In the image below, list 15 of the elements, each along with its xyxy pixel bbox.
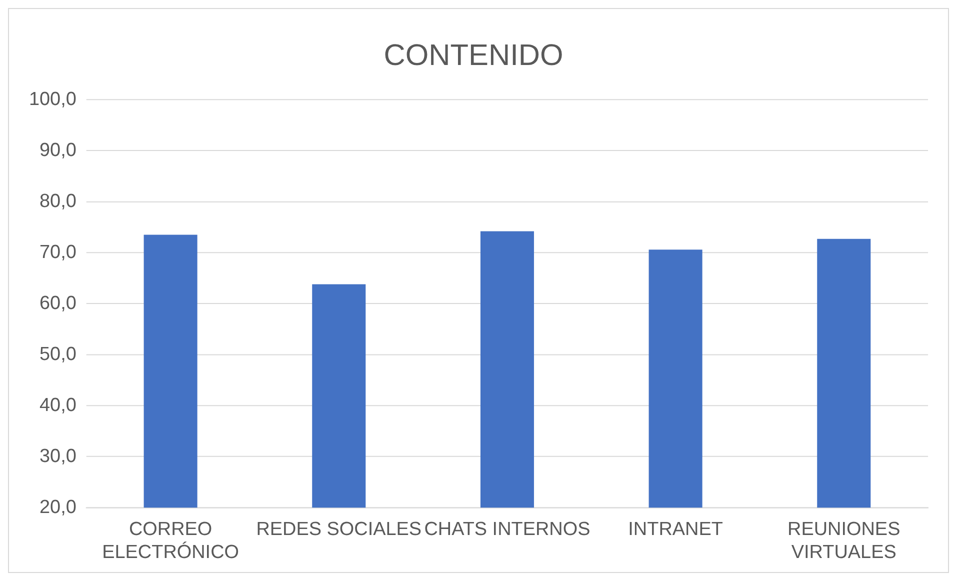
- y-tick-label: 100,0: [28, 88, 76, 110]
- x-tick-label: CORREO ELECTRÓNICO: [102, 519, 239, 563]
- y-tick-label: 30,0: [40, 446, 76, 467]
- x-tick-label: REDES SOCIALES: [256, 519, 422, 540]
- x-tick-label: REUNIONES VIRTUALES: [788, 519, 900, 563]
- y-tick-label: 20,0: [40, 496, 76, 518]
- y-tick-label: 60,0: [40, 292, 76, 314]
- chart-title: CONTENIDO: [384, 39, 564, 72]
- x-tick-label: CHATS INTERNOS: [424, 519, 590, 540]
- y-tick-label: 40,0: [40, 394, 76, 416]
- y-tick-label: 90,0: [40, 140, 76, 161]
- y-tick-label: 50,0: [40, 344, 76, 365]
- y-tick-label: 80,0: [40, 190, 76, 212]
- y-tick-label: 70,0: [40, 242, 76, 263]
- x-tick-label: INTRANET: [628, 519, 724, 540]
